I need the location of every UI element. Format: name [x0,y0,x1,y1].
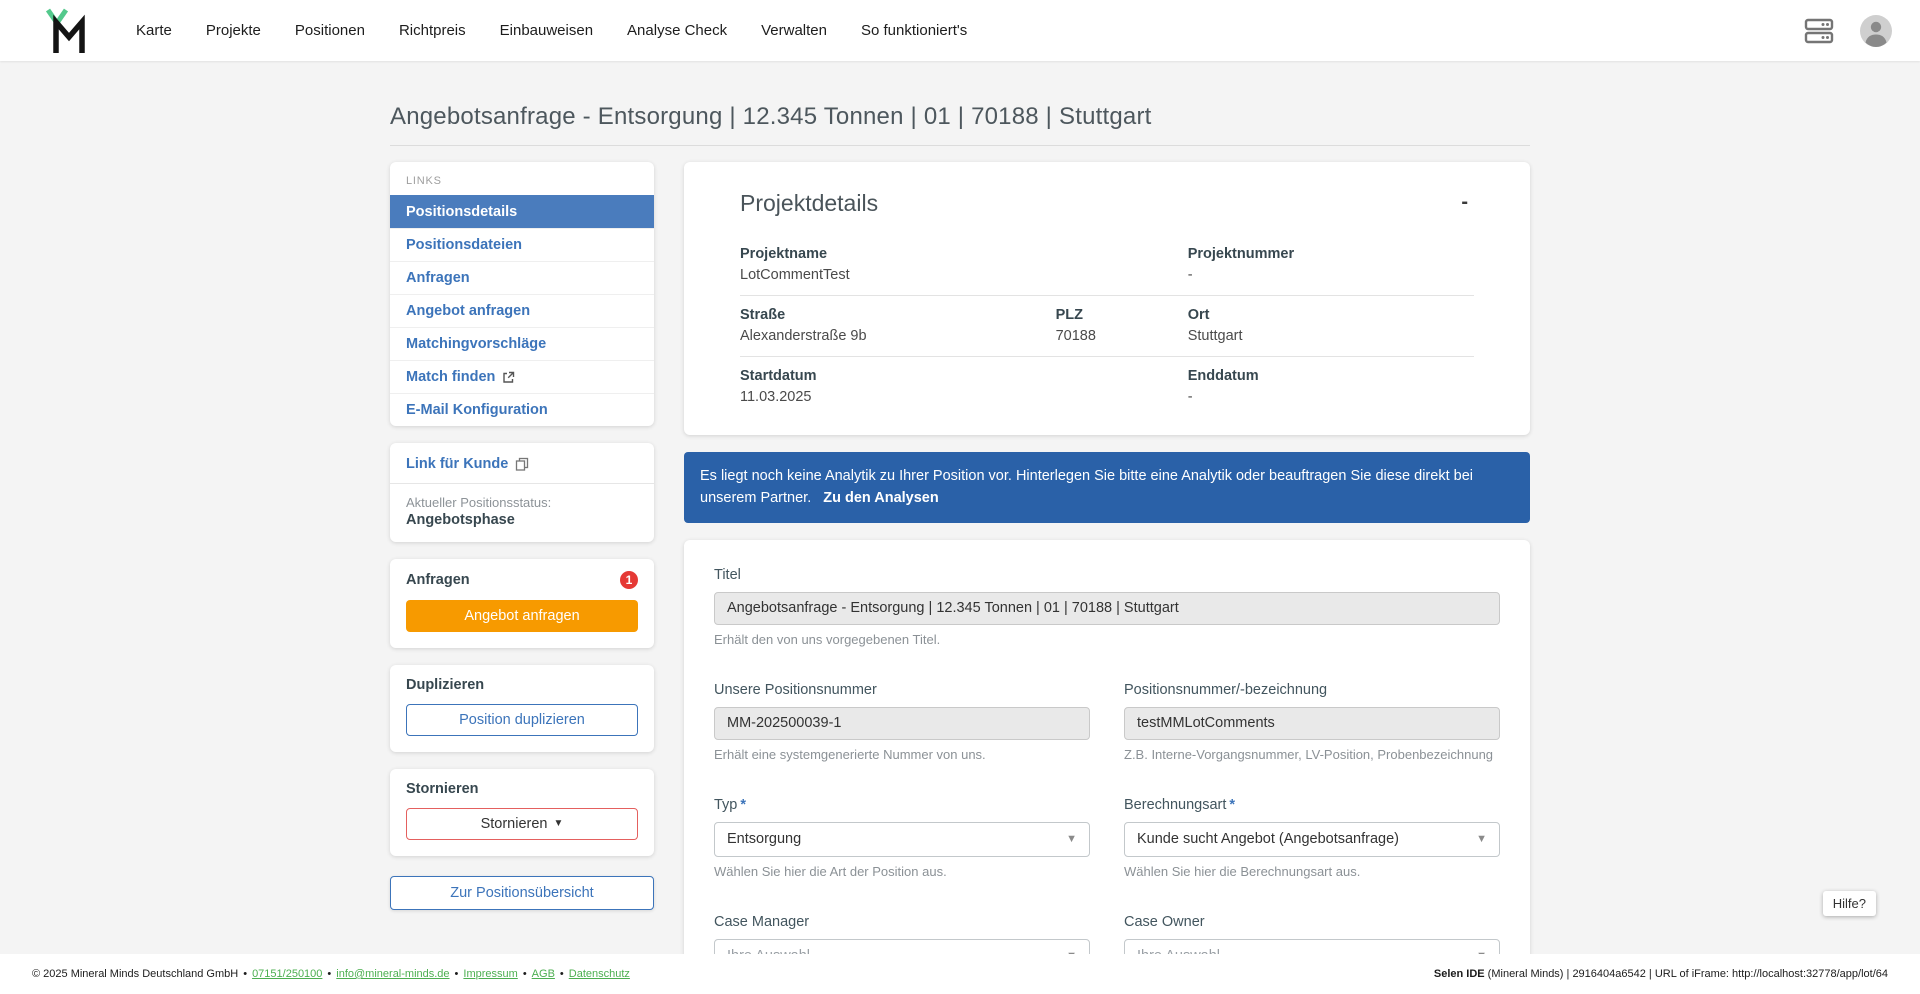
chevron-down-icon: ▼ [1066,833,1077,846]
typ-label: Typ * [714,796,747,813]
footer-datenschutz-link[interactable]: Datenschutz [568,968,630,980]
enddatum-value: - [1187,389,1193,405]
main-nav: Karte Projekte Positionen Richtpreis Ein… [136,22,967,39]
positionsbezeichnung-helper: Z.B. Interne-Vorgangsnummer, LV-Position… [1124,746,1494,762]
footer-phone-link[interactable]: 07151/250100 [252,968,323,980]
positionsnummer-label: Unsere Positionsnummer [714,681,877,698]
ort-value: Stuttgart [1187,328,1243,344]
berechnungsart-select[interactable]: Kunde sucht Angebot (Angebotsanfrage) ▼ [1124,821,1500,857]
footer-email-link[interactable]: info@mineral-minds.de [336,968,450,980]
links-card-header: LINKS [406,175,442,187]
chevron-down-icon: ▼ [553,818,564,829]
position-status-label: Aktueller Positionsstatus: [406,495,552,510]
positionsbezeichnung-input[interactable] [1124,706,1500,740]
nav-positionen[interactable]: Positionen [294,22,365,39]
sidebar-item-anfragen[interactable]: Anfragen [390,261,654,294]
sidebar-item-positionsdetails[interactable]: Positionsdetails [390,195,654,228]
nav-einbauweisen[interactable]: Einbauweisen [499,22,594,39]
customer-link[interactable]: Link für Kunde [390,456,654,484]
typ-select[interactable]: Entsorgung ▼ [714,821,1090,857]
customer-link-card: Link für Kunde Aktueller Positionsstatus… [390,443,654,542]
required-asterisk: * [1229,796,1236,813]
position-duplizieren-button[interactable]: Position duplizieren [406,704,638,736]
positionsnummer-helper: Erhält eine systemgenerierte Nummer von … [714,746,986,762]
anfragen-card: Anfragen 1 Angebot anfragen [390,559,654,648]
nav-analyse-check[interactable]: Analyse Check [627,22,728,39]
collapse-card-button[interactable]: - [1461,191,1468,213]
stornieren-card: Stornieren Stornieren ▼ [390,769,654,856]
sidebar-item-email-konfiguration[interactable]: E-Mail Konfiguration [390,393,654,426]
main-content: Projektdetails - Projektname LotCommentT… [684,162,1530,994]
position-status-value: Angebotsphase [406,512,515,528]
footer-impressum-link[interactable]: Impressum [463,968,518,980]
help-button[interactable]: Hilfe? [1822,891,1876,916]
anfragen-card-title: Anfragen [406,572,470,588]
positionsbezeichnung-label: Positionsnummer/-bezeichnung [1124,681,1328,698]
analytik-info-banner: Es liegt noch keine Analytik zu Ihrer Po… [684,452,1530,523]
startdatum-value: 11.03.2025 [740,389,812,405]
sidebar: LINKS Positionsdetails Positionsdateien … [390,162,654,910]
positionsbezeichnung-field-group: Positionsnummer/-bezeichnung Z.B. Intern… [1124,682,1500,762]
projektdetails-card: Projektdetails - Projektname LotCommentT… [684,162,1530,435]
angebot-anfragen-button[interactable]: Angebot anfragen [406,600,638,632]
title-divider [390,145,1530,146]
berechnungsart-field-group: Berechnungsart * Kunde sucht Angebot (Ang… [1124,797,1500,879]
footer-copyright: © 2025 Mineral Minds Deutschland GmbH [32,968,239,980]
sidebar-item-angebot-anfragen[interactable]: Angebot anfragen [390,294,654,327]
chevron-down-icon: ▼ [1476,833,1487,846]
anfragen-count-badge: 1 [620,571,638,589]
zur-positionsuebersicht-button[interactable]: Zur Positionsübersicht [390,876,654,910]
titel-field-group: Titel Erhält den von uns vorgegebenen Ti… [714,567,1500,647]
app-header: Karte Projekte Positionen Richtpreis Ein… [0,0,1920,61]
external-link-icon [502,371,515,384]
copy-icon [515,457,529,471]
sidebar-item-match-finden[interactable]: Match finden [390,360,654,393]
titel-label: Titel [714,566,741,583]
nav-verwalten[interactable]: Verwalten [761,22,827,39]
strasse-value: Alexanderstraße 9b [740,328,867,344]
case-manager-label: Case Manager [714,913,810,930]
titel-helper: Erhält den von uns vorgegebenen Titel. [714,631,941,647]
projektnummer-value: - [1187,267,1193,283]
projekt-row-name-nummer: Projektname LotCommentTest Projektnummer… [740,235,1474,295]
sidebar-item-positionsdateien[interactable]: Positionsdateien [390,228,654,261]
projektname-value: LotCommentTest [740,267,850,283]
footer-left: © 2025 Mineral Minds Deutschland GmbH • … [32,968,630,980]
titel-input[interactable] [714,591,1500,625]
user-avatar-icon[interactable] [1860,14,1892,47]
mineral-minds-logo-icon[interactable] [44,7,88,55]
positionsnummer-field-group: Unsere Positionsnummer Erhält eine syste… [714,682,1090,762]
duplizieren-card: Duplizieren Position duplizieren [390,665,654,752]
nav-karte[interactable]: Karte [136,22,172,39]
projektdetails-title: Projektdetails [740,190,879,216]
links-card: LINKS Positionsdetails Positionsdateien … [390,162,654,426]
berechnungsart-label: Berechnungsart * [1124,796,1236,813]
plz-value: 70188 [1055,328,1096,344]
berechnungsart-helper: Wählen Sie hier die Berechnungsart aus. [1124,863,1361,879]
page-title: Angebotsanfrage - Entsorgung | 12.345 To… [390,103,1152,130]
sidebar-item-matchingvorschlaege[interactable]: Matchingvorschläge [390,327,654,360]
stornieren-card-title: Stornieren [406,781,479,797]
stornieren-button[interactable]: Stornieren ▼ [406,808,638,840]
case-owner-label: Case Owner [1124,913,1205,930]
footer-environment-info: Selen IDE (Mineral Minds) | 2916404a6542… [1433,968,1888,980]
projekt-row-adresse: Straße Alexanderstraße 9b PLZ 70188 Ort … [740,295,1474,356]
positionsnummer-input[interactable] [714,706,1090,740]
nav-richtpreis[interactable]: Richtpreis [398,22,466,39]
typ-helper: Wählen Sie hier die Art der Position aus… [714,863,947,879]
position-form-card: Titel Erhält den von uns vorgegebenen Ti… [684,539,1530,994]
nav-so-funktionierts[interactable]: So funktioniert's [860,22,968,39]
duplizieren-card-title: Duplizieren [406,677,485,693]
nav-projekte[interactable]: Projekte [205,22,261,39]
zu-den-analysen-link[interactable]: Zu den Analysen [823,490,939,507]
footer: © 2025 Mineral Minds Deutschland GmbH • … [0,954,1920,994]
required-asterisk: * [740,796,747,813]
footer-agb-link[interactable]: AGB [531,968,555,980]
server-panel-icon[interactable] [1804,18,1834,44]
typ-field-group: Typ * Entsorgung ▼ Wählen Sie hier die Ar… [714,797,1090,879]
projekt-row-datum: Startdatum 11.03.2025 Enddatum - [740,356,1474,417]
